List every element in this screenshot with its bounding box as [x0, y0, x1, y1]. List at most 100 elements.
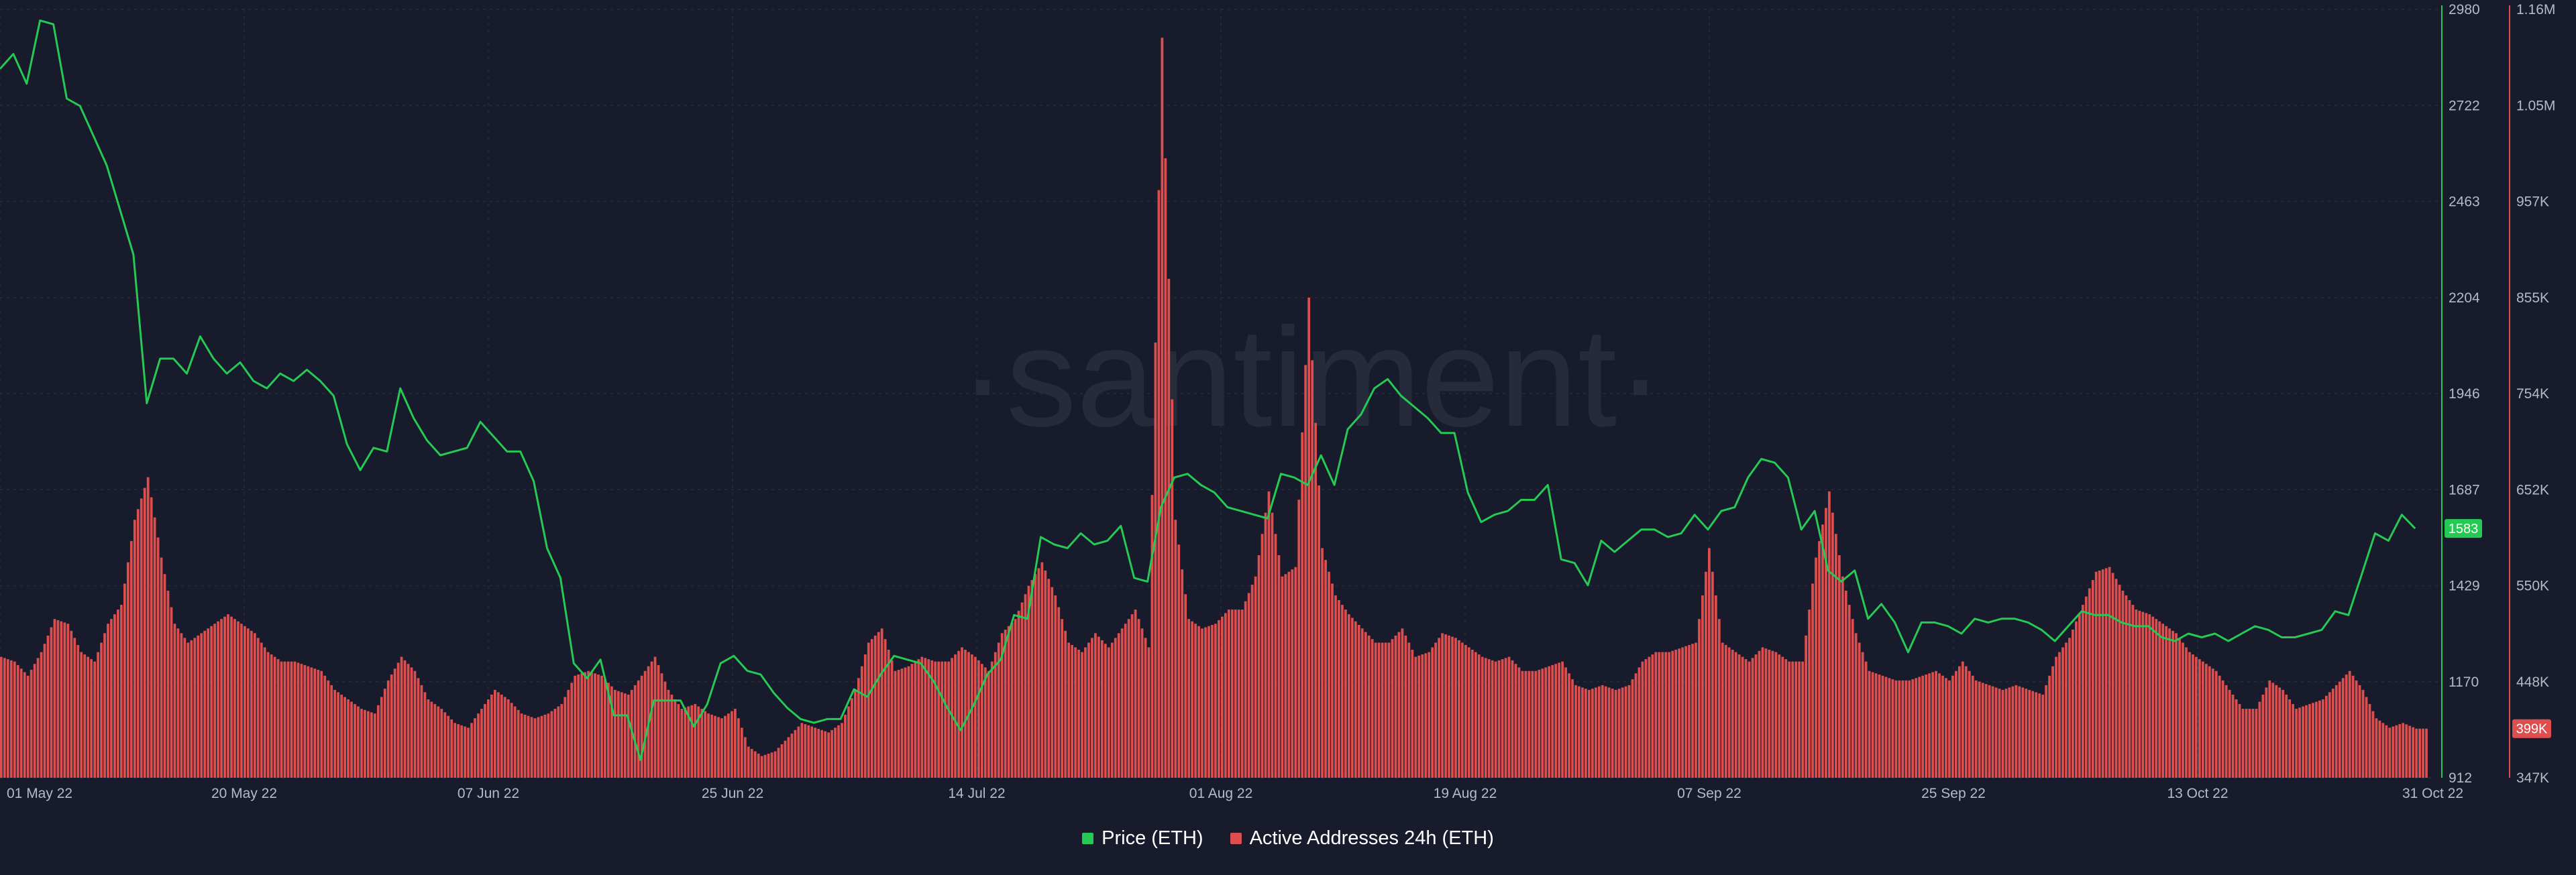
active-addresses-bar	[303, 664, 307, 778]
active-addresses-bar	[720, 718, 723, 778]
active-addresses-bar	[1818, 540, 1821, 778]
active-addresses-bar	[1898, 680, 1901, 778]
active-addresses-bar	[2422, 728, 2424, 778]
x-tick-label: 14 Jul 22	[948, 786, 1005, 801]
active-addresses-bar	[530, 717, 533, 778]
active-addresses-bar	[1338, 599, 1340, 778]
active-addresses-bar	[733, 709, 737, 778]
active-addresses-bar	[540, 715, 543, 778]
active-addresses-bar	[354, 704, 356, 778]
active-addresses-bar	[2031, 691, 2035, 778]
active-addresses-bar	[1918, 677, 1921, 778]
x-tick-label: 01 May 22	[7, 786, 72, 801]
active-addresses-bar	[493, 689, 496, 778]
active-addresses-bar	[2015, 685, 2018, 778]
active-addresses-bar	[73, 638, 76, 778]
active-addresses-bar	[937, 661, 941, 778]
active-addresses-bar	[380, 697, 383, 778]
active-addresses-bar	[1407, 642, 1411, 778]
active-addresses-bar	[1120, 628, 1124, 778]
active-addresses-bar	[1094, 633, 1097, 778]
active-addresses-bar	[520, 713, 523, 778]
active-addresses-bar	[2188, 652, 2191, 778]
active-addresses-bar	[2208, 666, 2211, 778]
legend: Price (ETH) Active Addresses 24h (ETH)	[0, 823, 2576, 853]
active-addresses-bar	[2271, 683, 2275, 778]
active-addresses-bar	[547, 713, 550, 778]
active-addresses-bar	[1688, 644, 1690, 778]
active-addresses-bar	[250, 630, 253, 778]
active-addresses-bar	[743, 737, 747, 778]
active-addresses-bar	[1287, 571, 1291, 778]
x-tick-label: 13 Oct 22	[2167, 786, 2228, 801]
active-addresses-bar	[747, 746, 750, 778]
legend-label-price: Price (ETH)	[1102, 827, 1203, 849]
active-addresses-bar	[1074, 647, 1077, 778]
active-addresses-bar	[1764, 648, 1768, 778]
active-addresses-bar	[1174, 520, 1177, 778]
active-addresses-bar	[366, 711, 370, 778]
price-line-layer	[0, 19, 2416, 761]
active-addresses-bar	[403, 660, 407, 778]
active-addresses-bar	[1791, 661, 1794, 778]
active-addresses-bar	[263, 647, 266, 778]
price-line	[0, 19, 2416, 761]
active-addresses-bar	[1107, 647, 1110, 778]
active-addresses-bar	[1778, 654, 1781, 778]
active-addresses-bar	[1027, 585, 1030, 778]
active-addresses-bar	[266, 652, 270, 778]
active-addresses-bar	[1328, 571, 1330, 778]
active-addresses-bar	[1144, 638, 1147, 778]
active-addresses-bar	[594, 673, 596, 778]
active-addresses-bar	[2065, 642, 2068, 778]
active-addresses-bar	[1487, 659, 1491, 778]
active-addresses-bar	[2171, 630, 2174, 778]
active-addresses-bar	[1401, 628, 1404, 778]
active-addresses-bar	[1998, 689, 2001, 778]
active-addresses-bar	[1858, 642, 1861, 778]
active-addresses-bar	[1698, 619, 1701, 778]
active-addresses-bar	[1701, 595, 1704, 778]
active-addresses-bar	[660, 673, 663, 778]
active-addresses-bar	[2068, 638, 2071, 778]
legend-item-active-addresses[interactable]: Active Addresses 24h (ETH)	[1230, 827, 1494, 850]
price-tick-label: 2204	[2449, 290, 2480, 306]
active-addresses-bar	[1581, 687, 1584, 778]
active-addresses-bar	[1047, 579, 1051, 778]
active-addresses-bars	[0, 38, 2428, 778]
active-addresses-bar	[980, 664, 983, 778]
active-addresses-bar	[430, 701, 433, 778]
active-addresses-tick-label: 448K	[2516, 675, 2549, 690]
active-addresses-bar	[2072, 630, 2074, 778]
active-addresses-bar	[450, 719, 453, 778]
active-addresses-bar	[1544, 667, 1548, 778]
active-addresses-bar	[270, 654, 273, 778]
active-addresses-bar	[1377, 642, 1381, 778]
active-addresses-bar	[1874, 673, 1878, 778]
active-addresses-bar	[386, 680, 390, 778]
active-addresses-bar	[954, 654, 957, 778]
active-addresses-bar	[413, 670, 417, 778]
legend-item-price[interactable]: Price (ETH)	[1082, 827, 1203, 850]
active-addresses-bar	[417, 678, 420, 778]
active-addresses-bar	[253, 633, 256, 778]
active-addresses-bar	[1708, 548, 1711, 778]
active-addresses-bar	[1597, 686, 1601, 778]
active-addresses-bar	[153, 517, 156, 778]
active-addresses-bar	[2248, 709, 2251, 778]
active-addresses-bar	[1481, 656, 1484, 778]
active-addresses-bar	[2211, 668, 2214, 778]
active-addresses-bar	[800, 723, 804, 778]
active-addresses-bar	[2084, 596, 2088, 778]
active-addresses-bar	[997, 642, 1000, 778]
active-addresses-bar	[1908, 680, 1911, 778]
active-addresses-bar	[2081, 605, 2084, 778]
active-addresses-bar	[230, 616, 233, 778]
active-addresses-bar	[1184, 594, 1187, 778]
active-addresses-bar	[1964, 666, 1968, 778]
active-addresses-bar	[640, 675, 643, 778]
active-addresses-axis-ticks: 1.16M 1.05M 957K 855K 754K 652K 550K 448K 347K	[2516, 2, 2555, 786]
active-addresses-bar	[1825, 508, 1827, 778]
active-addresses-bar	[1821, 524, 1824, 778]
active-addresses-bar	[1634, 673, 1638, 778]
